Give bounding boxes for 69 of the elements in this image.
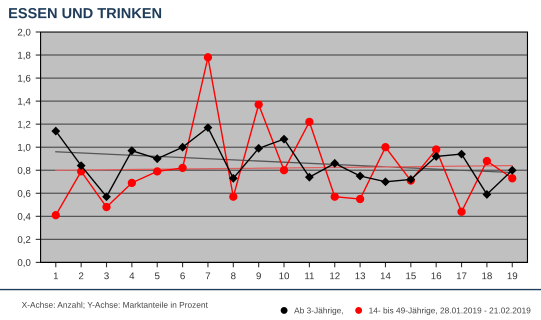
x-tick-label: 12 xyxy=(330,272,340,280)
point xyxy=(381,178,390,186)
x-tick-label: 15 xyxy=(406,272,416,280)
chart-title: ESSEN UND TRINKEN xyxy=(9,8,162,18)
x-tick-label: 5 xyxy=(154,272,160,280)
point xyxy=(52,211,60,220)
point xyxy=(178,143,187,152)
x-tick-label: 17 xyxy=(456,272,466,280)
point xyxy=(178,164,187,172)
point xyxy=(457,150,466,158)
point xyxy=(52,126,60,136)
y-tick-label: 0,0 xyxy=(18,259,30,268)
point xyxy=(457,208,466,216)
x-tick-label: 1 xyxy=(54,272,58,280)
point xyxy=(432,145,440,154)
x-tick-label: 11 xyxy=(305,272,314,280)
y-tick-label: 1,8 xyxy=(18,52,30,60)
x-tick-label: 6 xyxy=(180,272,185,280)
point xyxy=(432,152,440,161)
x-tick-label: 18 xyxy=(482,272,492,280)
point xyxy=(153,167,162,176)
point xyxy=(508,166,516,174)
legend-label: Ab 3-Jährige, xyxy=(294,307,343,316)
point xyxy=(229,174,238,182)
y-tick-label: 1,0 xyxy=(18,144,30,152)
y-tick-label: 1,4 xyxy=(18,98,31,106)
text: X-Achse: Anzahl; Y-Achse: Marktanteile in Prozent xyxy=(22,302,208,309)
point xyxy=(508,174,516,182)
y-tick-label: 0,2 xyxy=(18,236,30,244)
point xyxy=(330,159,339,168)
y-tick-label: 1,6 xyxy=(18,74,30,83)
y-tick-label: 2,0 xyxy=(18,28,30,37)
point xyxy=(153,154,162,163)
x-tick-label: 8 xyxy=(231,272,236,280)
point xyxy=(102,202,111,212)
x-tick-label: 3 xyxy=(104,272,109,280)
point xyxy=(330,192,339,201)
x-tick-label: 14 xyxy=(380,272,391,280)
x-tick-label: 19 xyxy=(508,272,518,280)
x-tick-label: 7 xyxy=(206,272,210,280)
y-tick-label: 0,6 xyxy=(18,190,30,198)
point xyxy=(77,162,86,170)
point xyxy=(482,156,492,166)
point xyxy=(128,146,136,155)
point xyxy=(204,53,212,62)
point xyxy=(280,135,288,144)
x-tick-label: 13 xyxy=(355,272,366,280)
point xyxy=(482,190,492,199)
legend-label: 14- bis 49-Jährige, 28.01.2019 - 21.02.2019 xyxy=(369,307,530,316)
point xyxy=(229,192,238,201)
point xyxy=(305,173,314,182)
x-tick-label: 4 xyxy=(129,272,134,280)
point xyxy=(204,123,212,132)
point xyxy=(102,192,111,201)
point xyxy=(254,100,263,109)
point xyxy=(381,143,390,152)
x-tick-label: 16 xyxy=(432,272,442,280)
point xyxy=(305,118,314,126)
point xyxy=(128,178,136,188)
point xyxy=(356,172,364,180)
y-tick-label: 0,4 xyxy=(18,213,31,222)
point xyxy=(356,194,364,204)
y-tick-label: 1,2 xyxy=(18,120,30,129)
point xyxy=(254,144,263,152)
y-tick-label: 0,8 xyxy=(18,166,30,176)
x-tick-label: 2 xyxy=(78,272,84,280)
x-tick-label: 10 xyxy=(279,272,290,280)
point xyxy=(280,166,288,174)
x-tick-label: 9 xyxy=(256,272,261,280)
